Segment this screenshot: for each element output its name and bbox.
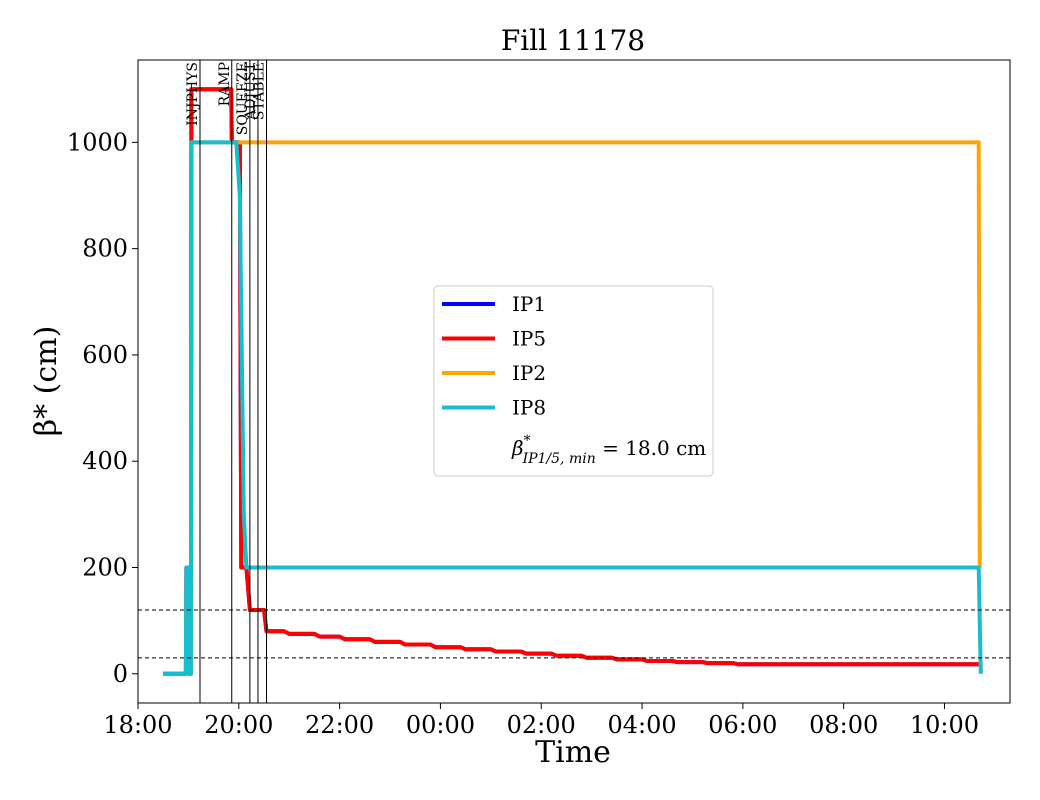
series-line-ip8 (163, 140, 983, 676)
phase-label-stable: STABLE (252, 62, 268, 120)
y-tick-label: 0 (113, 660, 128, 688)
phase-label-adjust: ADJUST (243, 61, 259, 120)
legend-annotation: β* IP1/5, min = 18.0 cm (511, 433, 706, 467)
x-tick-label: 02:00 (507, 711, 576, 739)
phase-label-ramp: RAMP (217, 62, 233, 106)
plot-frame (137, 59, 1011, 704)
x-tick-label: 00:00 (406, 711, 475, 739)
legend-entries: IP1 IP5 IP2 IP8 (442, 292, 546, 420)
x-tick-label: 22:00 (305, 711, 374, 739)
x-axis: 18:00 20:00 22:00 00:00 02:00 04:00 06:00 08:00… (103, 703, 979, 739)
legend-label-ip1: IP1 (512, 292, 546, 316)
x-tick-label: 06:00 (708, 711, 777, 739)
y-tick-label: 400 (82, 447, 128, 475)
legend-label-ip8: IP8 (512, 396, 546, 420)
legend-label-ip2: IP2 (512, 361, 546, 385)
y-axis-label: β* (cm) (29, 326, 64, 437)
y-tick-label: 600 (82, 341, 128, 369)
y-axis: 0 200 400 600 800 1000 (67, 128, 138, 688)
legend: IP1 IP5 IP2 IP8 β* IP1/5, min = 18.0 cm (433, 285, 714, 477)
y-tick-label: 200 (82, 553, 128, 581)
phase-label-squeeze: SQUEEZE (235, 62, 251, 135)
y-tick-label: 1000 (67, 128, 128, 156)
legend-label-ip5: IP5 (512, 327, 546, 351)
x-tick-label: 10:00 (910, 711, 979, 739)
x-tick-label: 18:00 (103, 711, 172, 739)
chart-title: Fill 11178 (501, 24, 645, 57)
reference-lines (138, 609, 1010, 659)
x-tick-label: 04:00 (607, 711, 676, 739)
y-tick-label: 800 (82, 235, 128, 263)
x-tick-label: 08:00 (809, 711, 878, 739)
x-tick-label: 20:00 (204, 711, 273, 739)
legend-box (433, 285, 714, 477)
x-axis-label: Time (535, 735, 611, 770)
phase-label-injphys: INJPHYS (185, 62, 201, 126)
